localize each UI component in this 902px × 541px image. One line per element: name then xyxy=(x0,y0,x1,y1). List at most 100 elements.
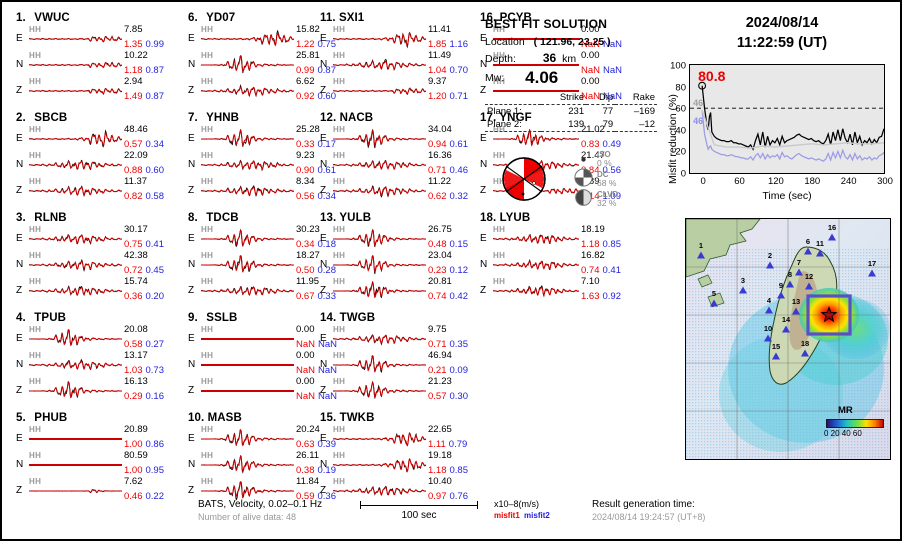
amplitude-value: 10.22 xyxy=(124,50,148,61)
misfit2-value: NaN xyxy=(603,64,623,76)
station-title: 18. LYUB xyxy=(480,212,648,224)
misfit1-value: 0.50 xyxy=(296,264,315,276)
misfit2-value: NaN xyxy=(603,90,623,102)
misfit2-value: 0.85 xyxy=(602,238,622,250)
map-station-label: 9 xyxy=(778,281,784,290)
channel-label: HH xyxy=(201,251,214,260)
chart-y-tick: 40 xyxy=(675,125,686,137)
map-station-label: 2 xyxy=(767,251,773,260)
waveform-trace xyxy=(29,229,122,249)
waveform-trace xyxy=(333,355,426,375)
amplitude-value: 18.19 xyxy=(581,224,605,235)
misfit1-value: 0.46 xyxy=(124,490,143,502)
plane-name: Plane 2: xyxy=(485,118,541,132)
map-station-marker[interactable] xyxy=(739,286,747,294)
map-station-marker[interactable] xyxy=(782,325,790,333)
map-station-marker[interactable] xyxy=(786,280,794,288)
misfit2-value: 0.92 xyxy=(602,290,622,302)
map-station-marker[interactable] xyxy=(765,306,773,314)
component-row: Z HH 7.10 1.63 0.92 xyxy=(480,277,648,304)
component-row: E HH 30.23 0.34 0.18 xyxy=(188,224,356,252)
map-station-marker[interactable] xyxy=(804,247,812,255)
waveform-trace xyxy=(333,155,426,175)
station-block: 9. SSLB E HH 0.00 NaN NaN N HH 0.00 NaN NaN Z HH 0.00… xyxy=(188,312,356,404)
component-row: Z HH 11.95 0.67 0.33 xyxy=(188,277,356,304)
map-station-marker[interactable] xyxy=(805,282,813,290)
component-label: E xyxy=(480,133,487,144)
component-values: 9.75 0.71 0.35 xyxy=(428,325,490,351)
station-title: 12. NACB xyxy=(320,112,488,124)
component-label: Z xyxy=(188,485,195,496)
misfit1-value: 0.94 xyxy=(428,138,447,150)
component-label: N xyxy=(188,359,196,370)
misfit1-value: 0.72 xyxy=(124,264,143,276)
component-values: 0.00 NaN NaN xyxy=(296,351,358,377)
amplitude-value: 9.23 xyxy=(296,150,315,161)
misfit2-legend: misfit2 xyxy=(524,511,550,520)
amplitude-value: 7.85 xyxy=(124,24,143,35)
iso-label: ISO xyxy=(597,150,611,160)
misfit1-value: 0.63 xyxy=(296,438,315,450)
col-strike: Strike xyxy=(559,92,585,103)
chart-y-tick: 60 xyxy=(675,103,686,115)
misfit2-value: NaN xyxy=(318,338,338,350)
component-values: 11.41 1.85 1.16 xyxy=(428,25,490,51)
component-label: Z xyxy=(16,485,23,496)
misfit2-value: 0.22 xyxy=(145,490,165,502)
map-station-label: 14 xyxy=(781,315,791,324)
station-block: 18. LYUB E HH 18.19 1.18 0.85 N HH 16.82 0.74 0.41… xyxy=(480,212,648,304)
component-row: E HH 22.65 1.11 0.79 xyxy=(320,425,488,452)
station-title: 7. YHNB xyxy=(188,112,356,124)
amplitude-value: 20.24 xyxy=(296,424,320,435)
map-station-marker[interactable] xyxy=(777,291,785,299)
component-values: 22.09 0.88 0.60 xyxy=(124,151,186,177)
station-code: TDCB xyxy=(206,212,239,224)
component-row: Z HH 11.22 0.62 0.32 xyxy=(320,176,488,204)
col-rake: Rake xyxy=(632,92,655,103)
misfit1-value: 1.00 xyxy=(124,464,143,476)
map-station-marker[interactable] xyxy=(697,251,705,259)
station-block: 15. TWKB E HH 22.65 1.11 0.79 N HH 19.18 1.18 0.85… xyxy=(320,412,488,504)
misfit1-value: NaN xyxy=(296,338,316,350)
scale-bar-graphic xyxy=(360,501,478,509)
misfit2-value: 0.85 xyxy=(449,464,469,476)
station-block: 7. YHNB E HH 25.28 0.33 0.17 N HH 9.23 0.90 0.61 Z H… xyxy=(188,112,356,204)
misfit2-value: 0.34 xyxy=(145,138,165,150)
iso-icon xyxy=(573,151,593,169)
component-values: 19.18 1.18 0.85 xyxy=(428,451,490,477)
station-block: 11. SXI1 E HH 11.41 1.85 1.16 N HH 11.49 1.04 0.70… xyxy=(320,12,488,104)
waveform-trace xyxy=(333,281,426,301)
scale-bar-label: 100 sec xyxy=(401,510,437,521)
depth-row: Depth: 36 km xyxy=(485,51,657,65)
amplitude-value: 0.00 xyxy=(296,350,315,361)
map-station-marker[interactable] xyxy=(816,249,824,257)
component-label: N xyxy=(320,259,328,270)
map-station-marker[interactable] xyxy=(795,268,803,276)
component-values: 16.36 0.71 0.46 xyxy=(428,151,490,177)
map-station-marker[interactable] xyxy=(801,349,809,357)
component-label: E xyxy=(188,133,195,144)
map-station-marker[interactable] xyxy=(710,299,718,307)
station-number: 13. xyxy=(320,212,337,224)
map-station-marker[interactable] xyxy=(828,233,836,241)
map-station-marker[interactable] xyxy=(868,269,876,277)
misfit2-value: 0.86 xyxy=(145,438,165,450)
waveform-trace xyxy=(29,481,122,501)
component-label: Z xyxy=(16,385,23,396)
map-station-marker[interactable] xyxy=(772,352,780,360)
component-label: E xyxy=(188,433,195,444)
station-code: TPUB xyxy=(34,312,67,324)
misfit2-value: 0.28 xyxy=(317,264,337,276)
component-row: N HH 18.27 0.50 0.28 xyxy=(188,251,356,278)
map-station-marker[interactable] xyxy=(764,334,772,342)
map-station-label: 13 xyxy=(791,297,801,306)
amplitude-value: 11.22 xyxy=(428,176,452,187)
moment-decomposition-list: ISO 0 % DC 68 % xyxy=(573,150,618,210)
map-station-label: 18 xyxy=(800,339,810,348)
map-station-marker[interactable] xyxy=(792,307,800,315)
amplitude-value: 30.23 xyxy=(296,224,320,235)
amplitude-value: 80.59 xyxy=(124,450,148,461)
map-station-marker[interactable] xyxy=(766,261,774,269)
component-label: E xyxy=(16,333,23,344)
